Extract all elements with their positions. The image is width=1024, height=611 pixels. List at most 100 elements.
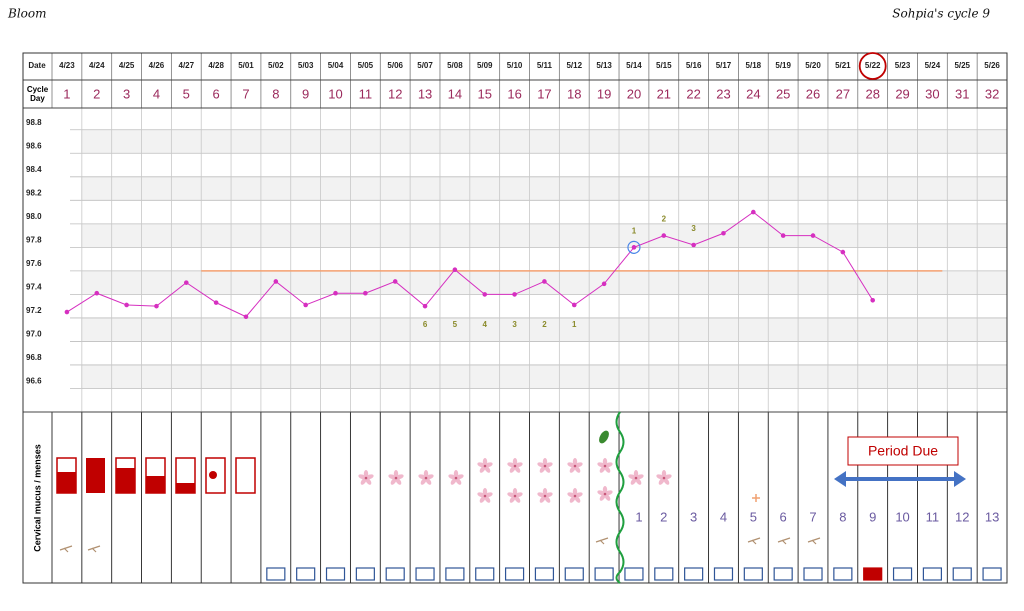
mucus-box: [385, 567, 405, 581]
date-label: 4/26: [149, 61, 165, 70]
date-label: 4/25: [119, 61, 135, 70]
mucus-box: [624, 567, 644, 581]
y-tick-label: 97.2: [26, 306, 42, 315]
dpo-label: 7: [809, 509, 816, 524]
period-due: Period Due: [868, 443, 938, 459]
annotation: 4: [483, 320, 488, 329]
temperature-point: [243, 314, 249, 320]
cycle-day: 8: [272, 86, 279, 101]
band: [81, 364, 1007, 389]
mucus-box: [654, 567, 674, 581]
dpo-label: 12: [955, 509, 969, 524]
mucus-box: [982, 567, 1002, 581]
dpo-label: 9: [869, 509, 876, 524]
cycle-day: 5: [183, 86, 190, 101]
band: [81, 176, 1007, 201]
date-label: 5/01: [238, 61, 254, 70]
band: [81, 223, 1007, 248]
cycle-day: 24: [746, 86, 760, 101]
cycle-day: 12: [388, 86, 402, 101]
ovulation-vine: [615, 411, 625, 584]
cycle-day: 17: [537, 86, 551, 101]
cycle-day: 18: [567, 86, 581, 101]
cycle-day: 23: [716, 86, 730, 101]
section-label: Cervical mucus / menses: [32, 444, 42, 552]
y-tick-label: 96.6: [26, 377, 42, 386]
row-label: Date: [28, 61, 46, 70]
date-label: 5/07: [417, 61, 433, 70]
date-label: 4/27: [179, 61, 195, 70]
date-label: 5/13: [596, 61, 612, 70]
cycle-day: 20: [627, 86, 641, 101]
y-tick-label: 96.8: [26, 353, 42, 362]
date-label: 5/03: [298, 61, 314, 70]
mucus-box: [713, 567, 734, 581]
y-tick-label: 98.0: [26, 212, 42, 221]
temperature-point: [661, 233, 667, 238]
ovulation-marker: [627, 240, 641, 254]
date-label: 5/16: [686, 61, 702, 70]
layout: [22, 52, 1008, 584]
cycle-day: 22: [686, 86, 700, 101]
temperature-point: [422, 303, 428, 309]
annotation: 1: [572, 320, 577, 329]
date-label: 5/09: [477, 61, 493, 70]
mucus-box: [445, 567, 465, 581]
date-label: 4/28: [208, 61, 224, 70]
temperature-point: [691, 242, 696, 248]
mucus-box: [504, 567, 525, 581]
cycle-day: 14: [448, 86, 462, 101]
cycle-day: 31: [955, 86, 969, 101]
date-label: 5/05: [358, 61, 374, 70]
cycle-day: 7: [242, 86, 249, 101]
annotation: 2: [542, 320, 547, 329]
mucus-box: [922, 567, 942, 581]
mucus-box: [892, 567, 913, 581]
mucus-box: [415, 567, 435, 581]
temperature-point: [721, 230, 726, 236]
temperature-point: [512, 292, 517, 297]
y-tick-label: 98.8: [26, 118, 42, 127]
mucus-box: [355, 567, 375, 581]
row-label: Cycle Day: [26, 85, 49, 103]
temperature-point: [780, 233, 786, 238]
date-label: 5/20: [805, 61, 821, 70]
annotation: 1: [632, 226, 637, 235]
date-label: 5/12: [566, 61, 582, 70]
mucus-box: [325, 567, 346, 581]
dpo-label: 1: [635, 509, 642, 524]
temperature-point: [64, 309, 70, 315]
date-label: 5/25: [954, 61, 970, 70]
mucus-box: [803, 567, 823, 581]
date-label: 4/23: [59, 61, 75, 70]
date-label: 5/11: [537, 61, 553, 70]
cycle-day: 1: [63, 86, 70, 101]
frame: [22, 52, 1008, 584]
cycle-day: 26: [806, 86, 820, 101]
date-label: 5/26: [984, 61, 1000, 70]
cycle-day: 27: [836, 86, 850, 101]
menses-icons: [56, 457, 256, 494]
dpo-label: 11: [926, 509, 940, 524]
date-label: 5/10: [507, 61, 523, 70]
cycle-day: 6: [213, 86, 220, 101]
date-label: 5/17: [716, 61, 732, 70]
y-tick-label: 98.4: [26, 165, 42, 174]
date-label: 5/22: [865, 61, 881, 70]
mucus-box: [594, 567, 614, 581]
date-label: 5/06: [387, 61, 403, 70]
temperature-point: [363, 290, 368, 296]
date-label: 5/15: [656, 61, 672, 70]
cycle-day: 10: [328, 86, 342, 101]
cycle-day: 16: [507, 86, 521, 101]
dpo-label: 4: [720, 509, 727, 524]
band: [81, 129, 1007, 154]
temperature-point: [571, 302, 577, 308]
date-label: 5/19: [775, 61, 791, 70]
cycle-day: 4: [153, 86, 160, 101]
cycle-day: 32: [985, 86, 999, 101]
band: [81, 317, 1007, 342]
temperature-point: [124, 302, 129, 308]
row-label-box: Cycle Day: [26, 85, 49, 103]
temperature-point: [601, 281, 607, 287]
